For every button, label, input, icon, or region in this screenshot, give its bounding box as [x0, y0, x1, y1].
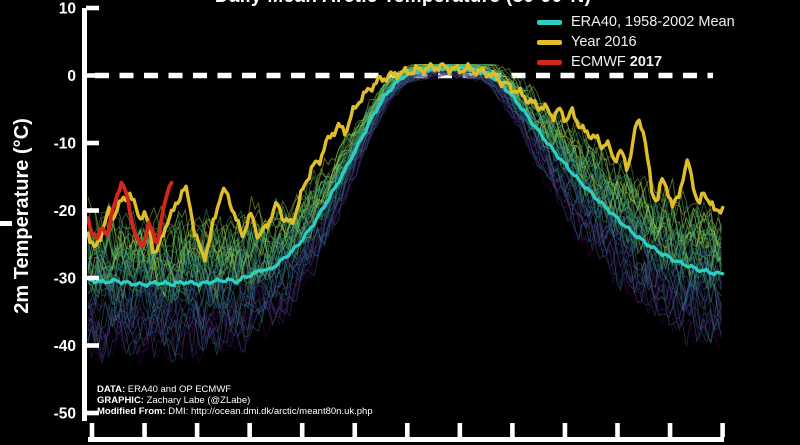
y-tick [86, 343, 99, 348]
x-axis-spine [88, 437, 724, 442]
credit-text: Zachary Labe (@ZLabe) [143, 394, 251, 406]
y-tick [86, 140, 99, 146]
y-tick-label: 10 [59, 1, 76, 18]
x-tick [562, 423, 568, 437]
legend-swatch-era40 [537, 19, 562, 25]
ensemble-year-line [87, 68, 722, 354]
ensemble-year-line [87, 67, 722, 337]
legend-label-text: ECMWF [571, 54, 630, 70]
x-tick [89, 423, 95, 437]
credit-text: ERA40 and OP ECMWF [125, 384, 232, 395]
legend-swatch-ecmwf-2017 [537, 59, 562, 65]
credit-prefix: DATA: [97, 384, 126, 395]
x-tick [142, 423, 147, 437]
y-tick [86, 208, 99, 213]
x-tick [510, 423, 515, 437]
ensemble-year-line [87, 70, 722, 363]
legend-label-era40: ERA40, 1958-2002 Mean [571, 14, 735, 30]
y-tick-label: -20 [54, 203, 76, 220]
x-tick [457, 423, 463, 437]
y-tick [86, 73, 99, 78]
series-line-0 [86, 64, 725, 288]
y-tick-label: -40 [54, 338, 76, 355]
legend-item-2016: Year 2016 [537, 32, 735, 52]
y-tick [86, 5, 99, 11]
x-tick [352, 423, 358, 437]
y-tick [86, 275, 99, 281]
x-tick [299, 423, 305, 437]
credit-prefix: Modified From: [97, 405, 166, 417]
x-tick [194, 423, 200, 437]
credit-line-data: DATA: ERA40 and OP ECMWF [97, 384, 373, 396]
legend-item-era40: ERA40, 1958-2002 Mean [537, 12, 735, 32]
y-tick-label: -30 [54, 271, 76, 288]
legend-label-2016: Year 2016 [571, 34, 637, 50]
axes-layer: 10 0 -10 -20 -30 -40 -50 [0, 1, 725, 442]
credit-prefix: GRAPHIC: [97, 394, 144, 406]
ensemble-lines-layer [87, 64, 722, 365]
legend-item-ecmwf-2017: ECMWF 2017 [537, 52, 735, 72]
legend-label-bold: 2017 [629, 54, 663, 70]
legend-label-text: ERA40, 1958-2002 Mean [571, 14, 735, 30]
legend-label-text: Year 2016 [571, 34, 637, 50]
x-tick [720, 423, 725, 437]
x-tick [247, 423, 252, 437]
credit-text: DMI: http://ocean.dmi.dk/arctic/meant80n… [165, 405, 373, 417]
x-tick [405, 423, 410, 437]
y-tick-label: -50 [54, 406, 76, 423]
legend: ERA40, 1958-2002 Mean Year 2016 ECMWF 20… [537, 12, 735, 72]
legend-label-ecmwf-2017: ECMWF 2017 [571, 54, 662, 70]
y-axis-title: 2m Temperature (°C) [11, 118, 33, 313]
credit-line-graphic: GRAPHIC: Zachary Labe (@ZLabe) [97, 394, 373, 407]
chart-title: Daily Mean Arctic Temperature (80-90°N) [88, 0, 718, 8]
legend-swatch-2016 [537, 39, 562, 45]
series-line-2 [86, 180, 174, 248]
main-series-layer [86, 62, 725, 288]
ensemble-year-line [87, 69, 722, 351]
credit-line-source: Modified From: DMI: http://ocean.dmi.dk/… [97, 405, 373, 418]
crop-artifact-mark [0, 221, 12, 226]
series-line-1 [86, 62, 725, 263]
x-tick [615, 423, 620, 437]
x-tick [667, 423, 673, 437]
credits: DATA: ERA40 and OP ECMWF GRAPHIC: Zachar… [97, 384, 373, 418]
y-tick [86, 410, 99, 416]
ensemble-year-line [87, 68, 722, 347]
y-tick-label: -10 [54, 136, 76, 153]
y-axis-spine [82, 8, 87, 421]
y-tick-label: 0 [67, 68, 76, 85]
